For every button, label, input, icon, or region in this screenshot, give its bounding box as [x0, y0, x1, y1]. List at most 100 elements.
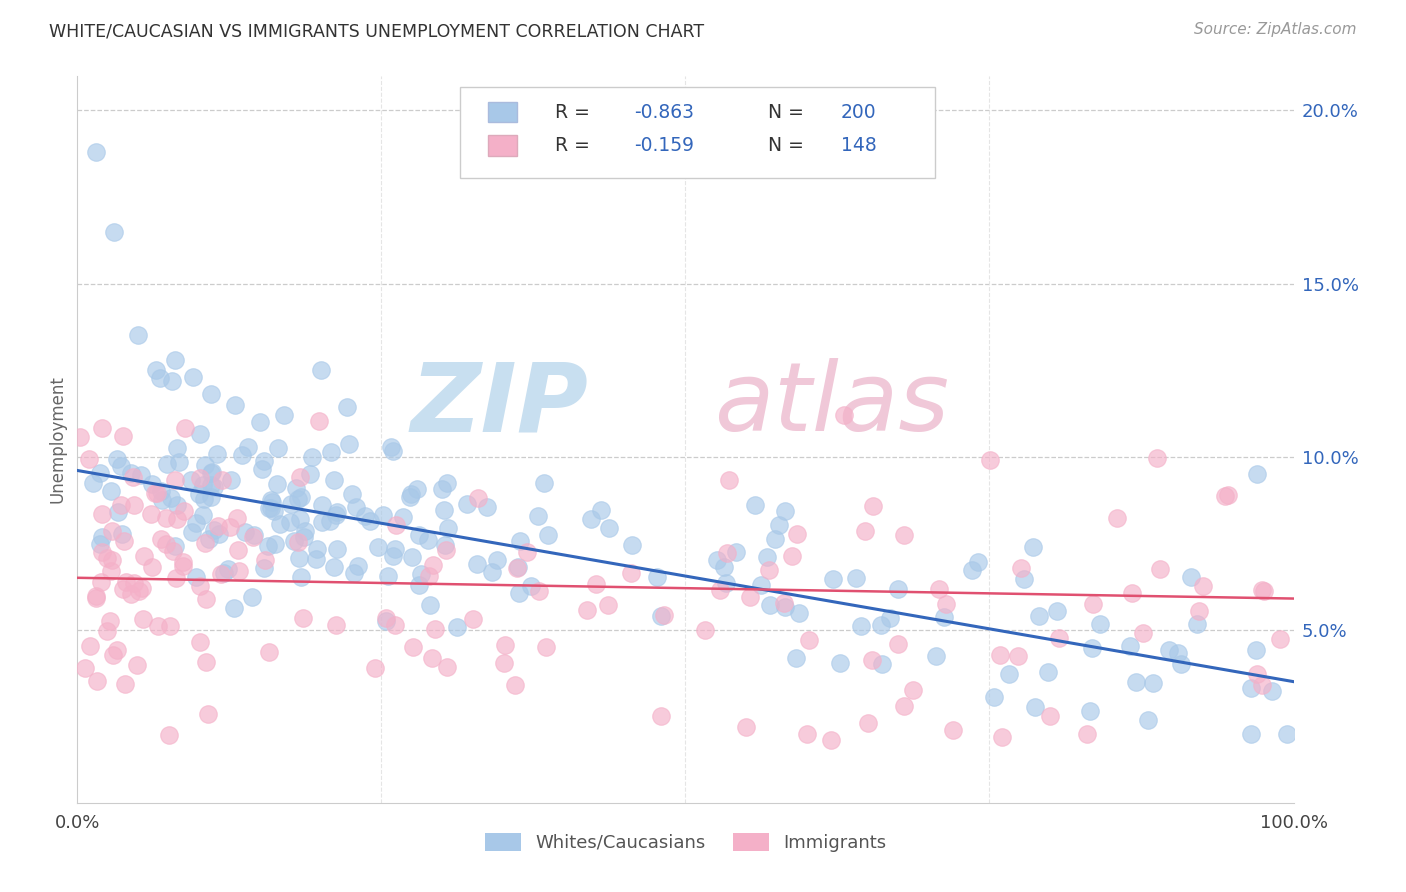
- Point: [990, 730, 1012, 744]
- Point: [294, 524, 316, 539]
- Point: [149, 371, 172, 385]
- Point: [536, 528, 558, 542]
- Point: [122, 470, 145, 484]
- Point: [359, 514, 381, 528]
- Point: [1125, 674, 1147, 689]
- Point: [1012, 572, 1035, 586]
- Point: [399, 490, 422, 504]
- Point: [1167, 646, 1189, 660]
- Point: [197, 707, 219, 722]
- Point: [773, 600, 796, 615]
- Point: [925, 649, 948, 664]
- Point: [181, 370, 204, 384]
- Point: [207, 447, 229, 461]
- Point: [110, 458, 132, 473]
- Point: [107, 452, 129, 467]
- Point: [267, 441, 290, 455]
- Point: [1028, 608, 1050, 623]
- Point: [481, 565, 503, 579]
- Point: [242, 528, 264, 542]
- Point: [149, 484, 172, 499]
- Point: [419, 598, 441, 612]
- Point: [856, 716, 879, 731]
- Point: [354, 509, 377, 524]
- Point: [291, 611, 314, 625]
- Point: [145, 363, 167, 377]
- Point: [249, 415, 271, 429]
- Point: [90, 575, 112, 590]
- Point: [575, 603, 598, 617]
- Y-axis label: Unemployment: Unemployment: [48, 376, 66, 503]
- Point: [219, 474, 242, 488]
- Point: [98, 614, 121, 628]
- Point: [1076, 726, 1098, 740]
- Point: [79, 640, 101, 654]
- Point: [456, 497, 478, 511]
- Point: [527, 584, 550, 599]
- Point: [111, 527, 134, 541]
- Point: [785, 651, 807, 665]
- Point: [373, 508, 395, 522]
- Point: [713, 559, 735, 574]
- Point: [375, 610, 398, 624]
- Point: [193, 491, 215, 506]
- Point: [706, 553, 728, 567]
- Point: [879, 611, 901, 625]
- Point: [111, 582, 134, 597]
- Point: [323, 559, 346, 574]
- Point: [146, 619, 169, 633]
- Point: [224, 398, 246, 412]
- Point: [1253, 584, 1275, 599]
- Point: [401, 549, 423, 564]
- Point: [432, 482, 454, 496]
- Point: [740, 591, 762, 605]
- Point: [162, 544, 184, 558]
- Point: [506, 560, 529, 574]
- Point: [195, 656, 218, 670]
- Point: [1170, 657, 1192, 671]
- Point: [155, 537, 177, 551]
- Point: [759, 599, 782, 613]
- Point: [344, 500, 367, 515]
- Point: [598, 599, 620, 613]
- Point: [150, 493, 173, 508]
- Point: [422, 650, 444, 665]
- Point: [437, 521, 460, 535]
- Point: [1047, 632, 1070, 646]
- Point: [188, 427, 211, 442]
- Point: [533, 476, 555, 491]
- Point: [207, 519, 229, 533]
- Point: [1157, 643, 1180, 657]
- Point: [200, 466, 222, 480]
- Point: [278, 515, 301, 529]
- Point: [127, 328, 149, 343]
- Text: R =: R =: [555, 136, 596, 155]
- Point: [155, 511, 177, 525]
- Point: [418, 569, 440, 583]
- Point: [166, 441, 188, 455]
- Point: [311, 498, 333, 512]
- Point: [1036, 665, 1059, 679]
- Point: [242, 530, 264, 544]
- Point: [167, 455, 190, 469]
- Text: -0.863: -0.863: [634, 103, 695, 121]
- Point: [211, 473, 233, 487]
- Point: [321, 445, 343, 459]
- Point: [260, 500, 283, 515]
- Point: [775, 504, 797, 518]
- Point: [253, 553, 276, 567]
- Point: [343, 566, 366, 581]
- Point: [862, 500, 884, 514]
- Point: [998, 667, 1021, 681]
- Point: [146, 486, 169, 500]
- Point: [294, 530, 316, 544]
- Point: [652, 607, 675, 622]
- Point: [1088, 616, 1111, 631]
- Point: [1132, 626, 1154, 640]
- Point: [263, 504, 285, 518]
- Point: [266, 476, 288, 491]
- Point: [1240, 726, 1263, 740]
- Point: [280, 497, 302, 511]
- Point: [337, 437, 360, 451]
- Point: [1121, 586, 1143, 600]
